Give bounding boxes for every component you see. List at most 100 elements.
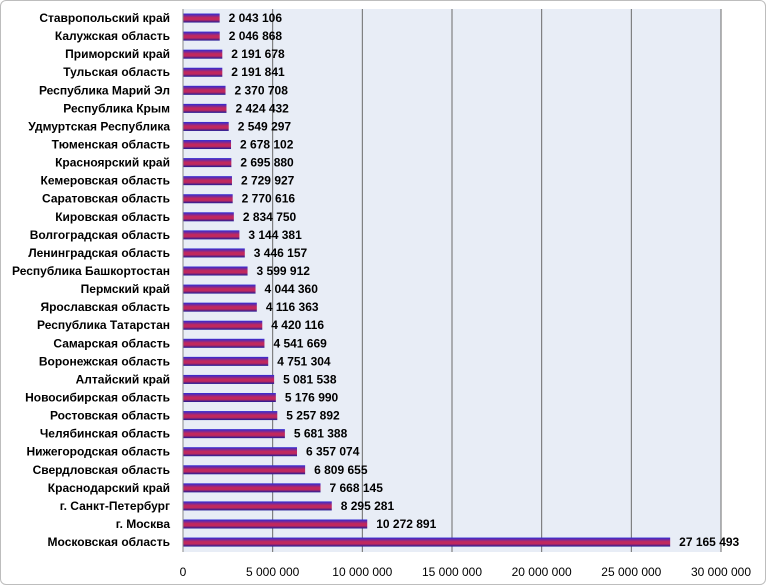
value-label: 3 446 157 [254,246,308,260]
value-label: 6 809 655 [314,463,368,477]
value-label: 2 678 102 [240,138,294,152]
value-labels: 2 043 106 2 046 868 2 191 678 2 191 841 2 37… [229,11,740,549]
category-label: Московская область [48,535,170,549]
category-label: г. Москва [116,517,171,531]
category-label: Республика Крым [63,101,170,115]
category-label: Красноярский край [55,156,170,170]
bar [183,483,321,493]
category-label: Ростовская область [50,409,170,423]
category-labels: Ставропольский край Калужская область Прим… [12,11,170,549]
category-label: Краснодарский край [48,481,170,495]
category-label: Кировская область [55,210,170,224]
x-tick-label: 30 000 000 [691,565,751,579]
value-label: 4 751 304 [277,354,331,368]
value-label: 27 165 493 [679,535,739,549]
bar [183,374,275,384]
category-label: Нижегородская область [26,445,170,459]
x-tick-label: 20 000 000 [512,565,572,579]
category-label: Кемеровская область [41,174,171,188]
bar [183,248,245,258]
bar [183,537,671,547]
value-label: 3 144 381 [248,228,302,242]
x-tick-label: 0 [180,565,187,579]
value-label: 2 695 880 [240,156,294,170]
x-tick-label: 10 000 000 [332,565,392,579]
category-label: Пермский край [81,282,170,296]
category-label: Тульская область [63,65,170,79]
category-label: Саратовская область [42,192,170,206]
bars [183,13,671,547]
category-label: Республика Башкортостан [12,264,170,278]
value-label: 4 044 360 [265,282,319,296]
bar [183,67,223,77]
category-label: Челябинская область [40,427,170,441]
category-label: Удмуртская Республика [28,119,170,133]
category-label: Республика Марий Эл [39,83,170,97]
value-label: 2 770 616 [242,192,296,206]
bar [183,230,240,240]
bar [183,13,220,23]
bar [183,49,223,59]
value-label: 4 541 669 [273,336,327,350]
bar [183,158,232,168]
bar [183,31,220,41]
value-label: 3 599 912 [257,264,311,278]
category-label: Ярославская область [40,300,170,314]
x-axis-tick-labels: 0 5 000 000 10 000 000 15 000 000 20 000 000… [180,565,752,579]
category-label: Калужская область [55,29,170,43]
value-label: 2 191 678 [231,47,285,61]
category-label: Свердловская область [33,463,170,477]
category-label: г. Санкт-Петербург [60,499,170,513]
value-label: 5 176 990 [285,391,339,405]
value-label: 2 046 868 [229,29,283,43]
gridlines [272,9,722,552]
bar [183,411,278,421]
category-label: Волгоградская область [30,228,170,242]
bar [183,302,257,312]
category-label: Самарская область [53,336,170,350]
bar [183,140,232,150]
value-label: 7 668 145 [330,481,384,495]
value-label: 2 370 708 [235,83,289,97]
bar [183,176,232,186]
value-label: 2 834 750 [243,210,297,224]
value-label: 8 295 281 [341,499,395,513]
category-label: Приморский край [65,47,170,61]
bar [183,465,306,475]
bar [183,429,285,439]
bar [183,194,233,204]
category-label: Ставропольский край [39,11,170,25]
bar [183,338,265,348]
bar [183,212,234,222]
value-label: 5 681 388 [294,427,348,441]
value-label: 2 549 297 [238,119,292,133]
value-label: 2 043 106 [229,11,283,25]
bar [183,85,226,95]
value-label: 5 081 538 [283,372,337,386]
value-label: 2 729 927 [241,174,295,188]
bar [183,356,269,366]
value-label: 2 191 841 [231,65,285,79]
value-label: 4 116 363 [266,300,319,314]
bar [183,284,256,294]
x-tick-label: 5 000 000 [246,565,300,579]
x-tick-label: 25 000 000 [601,565,661,579]
bar [183,393,276,403]
bar [183,447,298,457]
category-label: Алтайский край [76,372,170,386]
bar [183,103,227,113]
category-label: Воронежская область [39,354,170,368]
category-label: Новосибирская область [25,391,170,405]
bar [183,121,229,131]
category-label: Республика Татарстан [37,318,170,332]
category-label: Ленинградская область [28,246,170,260]
bar [183,501,332,511]
bar [183,519,368,529]
category-label: Тюменская область [52,138,170,152]
x-tick-label: 15 000 000 [422,565,482,579]
value-label: 2 424 432 [235,101,289,115]
value-label: 6 357 074 [306,445,360,459]
value-label: 5 257 892 [286,409,340,423]
bar [183,266,248,276]
